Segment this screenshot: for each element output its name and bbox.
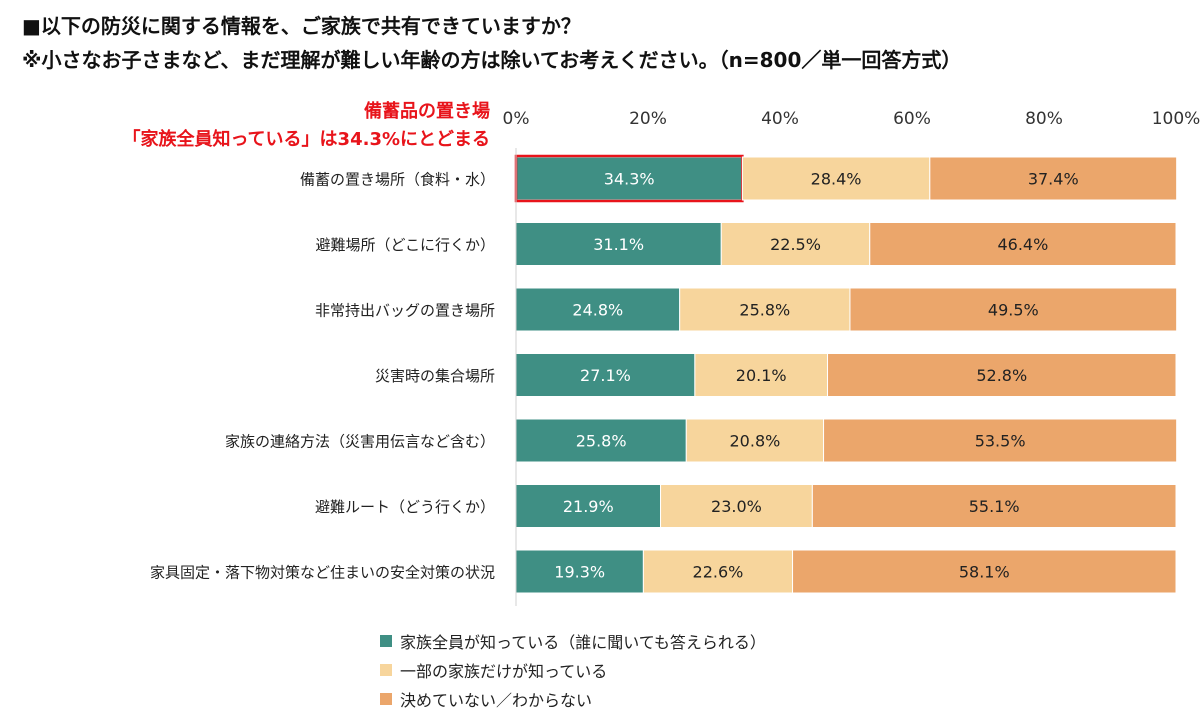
- data-label: 37.4%: [1028, 170, 1079, 189]
- data-label: 49.5%: [988, 301, 1039, 320]
- data-label: 23.0%: [711, 497, 762, 516]
- data-label: 34.3%: [604, 170, 655, 189]
- data-label: 31.1%: [593, 235, 644, 254]
- bar-segment: [869, 222, 1177, 266]
- data-label: 52.8%: [976, 366, 1027, 385]
- bar-segment: [679, 287, 851, 332]
- data-label: 58.1%: [959, 563, 1010, 582]
- legend-swatch: [380, 692, 392, 705]
- legend-label: 一部の家族だけが知っている: [400, 661, 608, 681]
- category-label: 災害時の集合場所: [375, 367, 495, 385]
- legend-swatch: [380, 663, 392, 676]
- bar-segment: [515, 222, 722, 266]
- bar-segment: [792, 549, 1177, 594]
- data-label: 53.5%: [975, 432, 1026, 451]
- bar-segment: [685, 418, 825, 463]
- legend-item: 一部の家族だけが知っている: [380, 655, 766, 684]
- chart-title: ■以下の防災に関する情報を、ご家族で共有できていますか？: [22, 14, 581, 38]
- legend-item: 家族全員が知っている（誰に聞いても答えられる）: [380, 626, 766, 655]
- data-label: 24.8%: [572, 301, 623, 320]
- bar-segment: [929, 156, 1178, 201]
- legend-swatch: [380, 634, 392, 647]
- bar-segment: [811, 484, 1177, 528]
- legend: 家族全員が知っている（誰に聞いても答えられる） 一部の家族だけが知っている 決めてい…: [380, 626, 766, 713]
- data-label: 27.1%: [580, 366, 631, 385]
- data-label: 20.8%: [730, 432, 781, 451]
- bar-segment: [849, 287, 1178, 332]
- legend-label: 決めていない／わからない: [400, 690, 593, 710]
- data-label: 22.5%: [770, 235, 821, 254]
- data-label: 25.8%: [739, 301, 790, 320]
- data-label: 46.4%: [997, 235, 1048, 254]
- x-tick-label: 100%: [1152, 109, 1200, 129]
- data-label: 22.6%: [693, 563, 744, 582]
- bar-segment: [515, 287, 681, 332]
- category-label: 備蓄の置き場所（食料・水）: [300, 171, 495, 189]
- bar-segment: [515, 353, 696, 397]
- data-label: 55.1%: [969, 497, 1020, 516]
- annotation-line-1: 備蓄品の置き場: [364, 101, 490, 122]
- legend-item: 決めていない／わからない: [380, 684, 766, 713]
- data-label: 19.3%: [554, 563, 605, 582]
- legend-label: 家族全員が知っている（誰に聞いても答えられる）: [400, 632, 766, 652]
- data-label: 21.9%: [563, 497, 614, 516]
- data-label: 28.4%: [811, 170, 862, 189]
- category-label: 家族の連絡方法（災害用伝言など含む）: [225, 433, 495, 451]
- x-tick-label: 60%: [893, 109, 931, 129]
- bar-segment: [694, 353, 829, 397]
- category-label: 避難場所（どこに行くか）: [315, 236, 495, 254]
- bar-segment: [515, 418, 687, 463]
- bar-segment: [827, 353, 1177, 397]
- bar-segment: [823, 418, 1178, 463]
- x-tick-label: 20%: [629, 109, 667, 129]
- category-label: 避難ルート（どう行くか）: [315, 498, 495, 516]
- category-label: 家具固定・落下物対策など住まいの安全対策の状況: [150, 564, 495, 582]
- bar-segment: [720, 222, 871, 266]
- annotation-line-2: 「家族全員知っている」は34.3%にとどまる: [122, 129, 490, 150]
- category-label: 非常持出バッグの置き場所: [315, 302, 495, 320]
- chart-subtitle: ※小さなお子さまなど、まだ理解が難しい年齢の方は除いてお考えください。（n=80…: [22, 48, 962, 72]
- data-label: 20.1%: [736, 366, 787, 385]
- bar-segment: [642, 549, 794, 594]
- x-tick-label: 40%: [761, 109, 799, 129]
- bar-segment: [515, 484, 662, 528]
- x-tick-label: 0%: [503, 109, 530, 129]
- x-tick-label: 80%: [1025, 109, 1063, 129]
- data-label: 25.8%: [576, 432, 627, 451]
- bar-segment: [741, 156, 931, 201]
